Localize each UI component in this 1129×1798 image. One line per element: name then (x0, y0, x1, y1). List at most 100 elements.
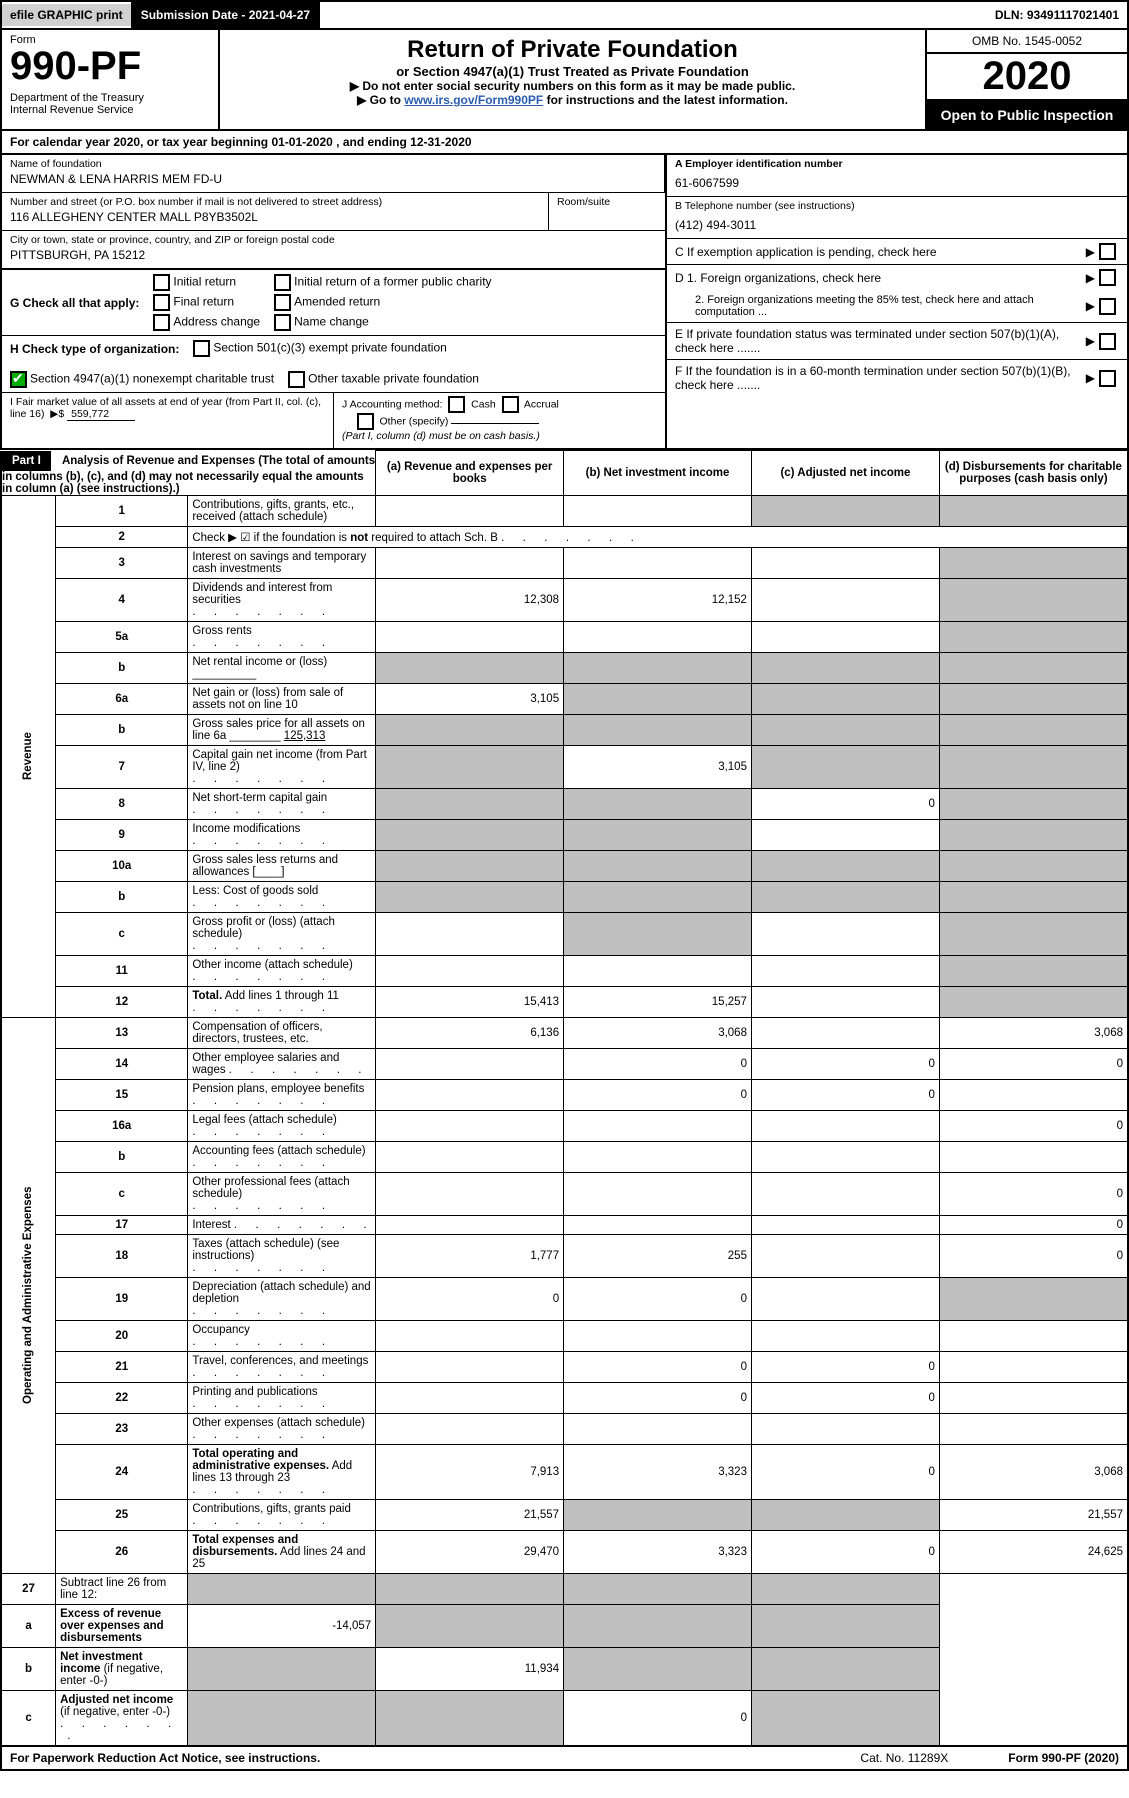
row-b: bNet investment income (if negative, ent… (1, 1647, 1128, 1690)
cb-cash[interactable] (448, 396, 465, 413)
e-row: E If private foundation status was termi… (667, 323, 1127, 360)
open-public: Open to Public Inspection (927, 101, 1127, 129)
row-9: 9Income modifications . . . . . . . (1, 819, 1128, 850)
ein-label: A Employer identification number (675, 158, 843, 170)
cb-501c3[interactable] (193, 340, 210, 357)
row-23: 23Other expenses (attach schedule) . . .… (1, 1413, 1128, 1444)
note-goto: ▶ Go to www.irs.gov/Form990PF for instru… (228, 93, 917, 107)
cb-init-former[interactable] (274, 274, 291, 291)
foundation-name: NEWMAN & LENA HARRIS MEM FD-U (10, 170, 656, 186)
cb-name-change[interactable] (274, 314, 291, 331)
row-3: 3Interest on savings and temporary cash … (1, 547, 1128, 578)
form-subtitle: or Section 4947(a)(1) Trust Treated as P… (228, 64, 917, 79)
row-24: 24Total operating and administrative exp… (1, 1444, 1128, 1499)
row-26: 26Total expenses and disbursements. Add … (1, 1530, 1128, 1573)
row-6a: 6aNet gain or (loss) from sale of assets… (1, 683, 1128, 714)
dln: DLN: 93491117021401 (987, 4, 1127, 26)
row-20: 20Occupancy . . . . . . . (1, 1320, 1128, 1351)
top-strip: efile GRAPHIC print Submission Date - 20… (0, 0, 1129, 30)
cb-final-return[interactable] (153, 294, 170, 311)
j-note: (Part I, column (d) must be on cash basi… (342, 430, 540, 442)
row-a: aExcess of revenue over expenses and dis… (1, 1604, 1128, 1647)
h-check-row: H Check type of organization: Section 50… (2, 335, 665, 392)
city-label: City or town, state or province, country… (10, 234, 657, 246)
part1-table: Part I Analysis of Revenue and Expenses … (0, 450, 1129, 1747)
row-5a: 5aGross rents . . . . . . . (1, 621, 1128, 652)
form-header: Form 990-PF Department of the Treasury I… (0, 30, 1129, 131)
row-b: bGross sales price for all assets on lin… (1, 714, 1128, 745)
g-check-row: G Check all that apply: Initial return F… (2, 269, 665, 335)
cb-other-method[interactable] (357, 413, 374, 430)
row-22: 22Printing and publications . . . . . . … (1, 1382, 1128, 1413)
row-4: 4Dividends and interest from securities … (1, 578, 1128, 621)
row-1: Revenue1Contributions, gifts, grants, et… (1, 495, 1128, 526)
fmv-value: 559,772 (67, 408, 135, 421)
g-label: G Check all that apply: (10, 296, 139, 310)
identity-block: Name of foundation NEWMAN & LENA HARRIS … (0, 155, 1129, 450)
form-ref: Form 990-PF (2020) (1008, 1751, 1119, 1765)
row-b: bAccounting fees (attach schedule) . . .… (1, 1141, 1128, 1172)
row-14: 14Other employee salaries and wages . . … (1, 1048, 1128, 1079)
form-title: Return of Private Foundation (228, 36, 917, 64)
cb-exemption[interactable] (1099, 243, 1116, 260)
omb-number: OMB No. 1545-0052 (927, 30, 1127, 54)
row-11: 11Other income (attach schedule) . . . .… (1, 955, 1128, 986)
form-number: 990-PF (10, 46, 210, 86)
row-b: bLess: Cost of goods sold . . . . . . . (1, 881, 1128, 912)
cb-4947[interactable] (10, 371, 27, 388)
dept-treasury: Department of the Treasury Internal Reve… (10, 92, 210, 116)
cb-accrual[interactable] (502, 396, 519, 413)
efile-label: efile GRAPHIC print (2, 4, 131, 26)
tax-year: 2020 (927, 54, 1127, 101)
row-10a: 10aGross sales less returns and allowanc… (1, 850, 1128, 881)
row-2: 2Check ▶ ☑ if the foundation is not requ… (1, 526, 1128, 547)
row-18: 18Taxes (attach schedule) (see instructi… (1, 1234, 1128, 1277)
row-27: 27Subtract line 26 from line 12: (1, 1573, 1128, 1604)
cb-amended[interactable] (274, 294, 291, 311)
row-c: cOther professional fees (attach schedul… (1, 1172, 1128, 1215)
cb-e[interactable] (1099, 333, 1116, 350)
paperwork-notice: For Paperwork Reduction Act Notice, see … (10, 1751, 320, 1765)
j-label: J Accounting method: (342, 398, 442, 410)
cb-address-change[interactable] (153, 314, 170, 331)
row-13: Operating and Administrative Expenses13C… (1, 1017, 1128, 1048)
h-label: H Check type of organization: (10, 342, 179, 356)
phone-value: (412) 494-3011 (675, 212, 1119, 232)
form-link[interactable]: www.irs.gov/Form990PF (404, 93, 543, 107)
row-19: 19Depreciation (attach schedule) and dep… (1, 1277, 1128, 1320)
part1-label: Part I (2, 451, 51, 471)
col-a: (a) Revenue and expenses per books (376, 451, 564, 496)
row-16a: 16aLegal fees (attach schedule) . . . . … (1, 1110, 1128, 1141)
f-row: F If the foundation is in a 60-month ter… (667, 360, 1127, 396)
suite-label: Room/suite (557, 196, 657, 208)
part1-title: Analysis of Revenue and Expenses (62, 455, 255, 467)
name-label: Name of foundation (10, 158, 656, 170)
ein-value: 61-6067599 (675, 170, 1119, 190)
d2-row: 2. Foreign organizations meeting the 85%… (667, 290, 1127, 323)
cb-f[interactable] (1099, 370, 1116, 387)
calendar-year-row: For calendar year 2020, or tax year begi… (0, 131, 1129, 155)
phone-label: B Telephone number (see instructions) (675, 200, 855, 212)
addr-label: Number and street (or P.O. box number if… (10, 196, 540, 208)
cb-d2[interactable] (1099, 298, 1116, 315)
cat-no: Cat. No. 11289X (860, 1751, 948, 1765)
footer: For Paperwork Reduction Act Notice, see … (0, 1747, 1129, 1771)
row-8: 8Net short-term capital gain . . . . . .… (1, 788, 1128, 819)
c-row: C If exemption application is pending, c… (667, 239, 1127, 265)
col-d: (d) Disbursements for charitable purpose… (939, 451, 1128, 496)
d1-row: D 1. Foreign organizations, check here ▶ (667, 265, 1127, 290)
row-25: 25Contributions, gifts, grants paid . . … (1, 1499, 1128, 1530)
foundation-city: PITTSBURGH, PA 15212 (10, 246, 657, 262)
foundation-address: 116 ALLEGHENY CENTER MALL P8YB3502L (10, 208, 540, 224)
row-b: bNet rental income or (loss) __________ (1, 652, 1128, 683)
col-c: (c) Adjusted net income (751, 451, 939, 496)
note-ssn: Do not enter social security numbers on … (228, 79, 917, 93)
cb-other-tax[interactable] (288, 371, 305, 388)
row-7: 7Capital gain net income (from Part IV, … (1, 745, 1128, 788)
row-21: 21Travel, conferences, and meetings . . … (1, 1351, 1128, 1382)
row-17: 17Interest . . . . . . .0 (1, 1215, 1128, 1234)
cb-initial-return[interactable] (153, 274, 170, 291)
cb-d1[interactable] (1099, 269, 1116, 286)
row-c: cGross profit or (loss) (attach schedule… (1, 912, 1128, 955)
row-c: cAdjusted net income (if negative, enter… (1, 1690, 1128, 1746)
